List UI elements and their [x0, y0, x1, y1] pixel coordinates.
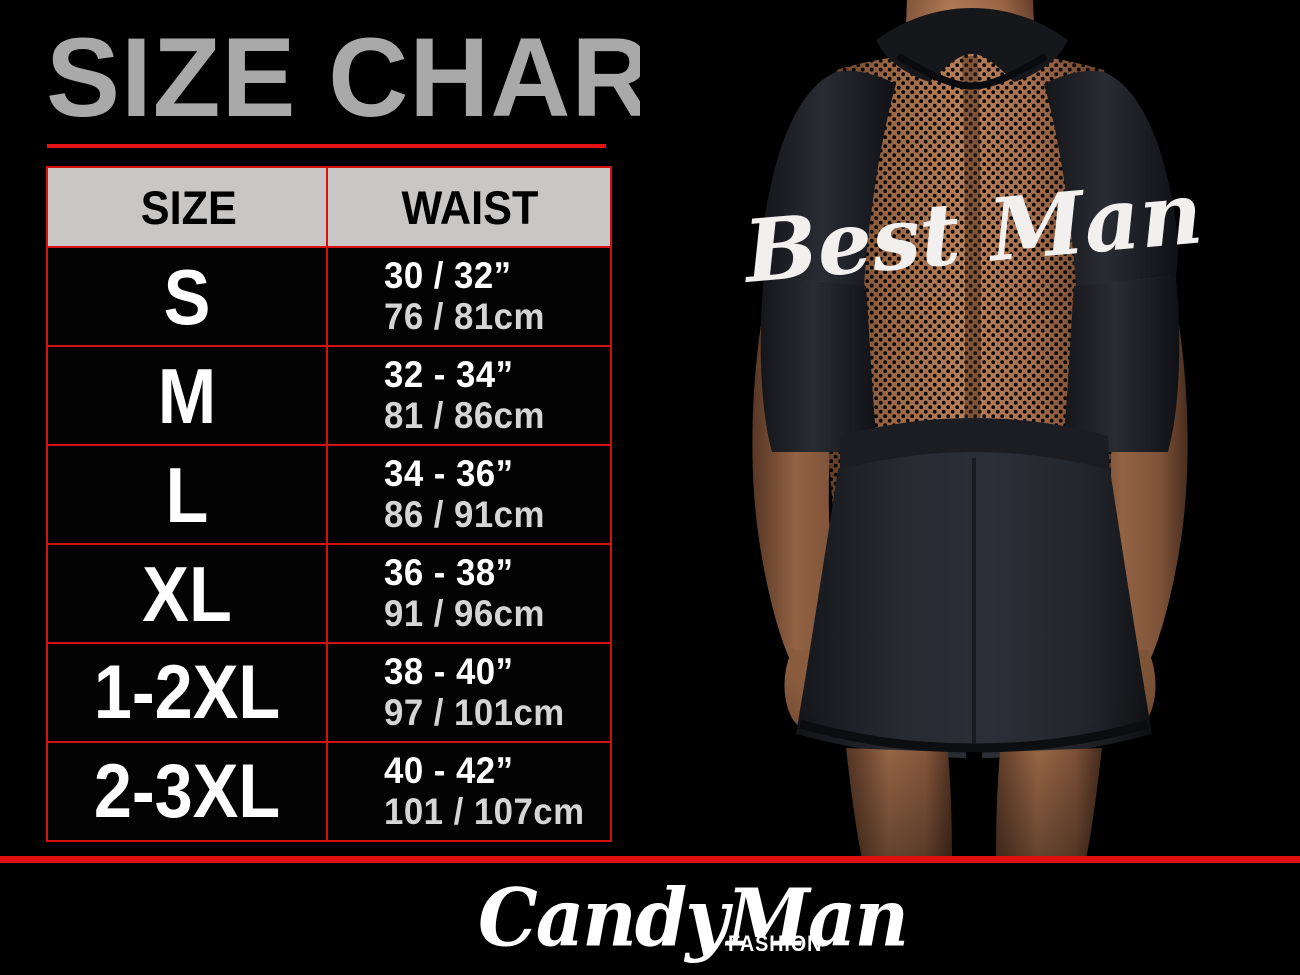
cell-size: XL	[46, 543, 328, 644]
waist-cm-value: 86 / 91cm	[384, 494, 545, 535]
size-value: 1-2XL	[93, 649, 281, 735]
cell-waist: 32 - 34” 81 / 86cm	[326, 345, 612, 446]
waist-cm-value: 101 / 107cm	[384, 791, 585, 832]
size-table-body: S 30 / 32” 76 / 81cm M 32 - 34” 81 / 86c…	[46, 246, 612, 842]
waist-inches-value: 32 - 34”	[384, 354, 514, 395]
size-value: XL	[142, 549, 232, 638]
table-header-row: SIZE WAIST	[46, 166, 612, 248]
waist-cm-value: 97 / 101cm	[384, 692, 565, 733]
table-row: 2-3XL 40 - 42” 101 / 107cm	[46, 741, 612, 842]
cell-waist: 38 - 40” 97 / 101cm	[326, 642, 612, 743]
table-row: S 30 / 32” 76 / 81cm	[46, 246, 612, 347]
waist-inches-value: 36 - 38”	[384, 552, 514, 593]
column-header-size-label: SIZE	[140, 180, 237, 234]
waist-inches-value: 30 / 32”	[384, 255, 512, 296]
waist-cm-value: 91 / 96cm	[384, 593, 545, 634]
waist-cm-value: 81 / 86cm	[384, 395, 545, 436]
waist-inches-value: 40 - 42”	[384, 750, 514, 791]
cell-size: 1-2XL	[46, 642, 328, 743]
column-header-waist-label: WAIST	[401, 180, 539, 234]
size-value: M	[157, 351, 217, 440]
waist-cm-value: 76 / 81cm	[384, 296, 545, 337]
size-value: L	[165, 450, 209, 539]
table-row: 1-2XL 38 - 40” 97 / 101cm	[46, 642, 612, 743]
brand-tagline: FASHION	[728, 931, 823, 956]
brand-name: CandyMan	[478, 871, 909, 965]
cell-size: L	[46, 444, 328, 545]
cell-waist: 36 - 38” 91 / 96cm	[326, 543, 612, 644]
waist-inches-value: 38 - 40”	[384, 651, 514, 692]
table-row: L 34 - 36” 86 / 91cm	[46, 444, 612, 545]
column-header-waist: WAIST	[326, 166, 612, 248]
product-photo-illustration: Best Man	[640, 0, 1300, 858]
title-divider	[47, 144, 606, 148]
cell-waist: 40 - 42” 101 / 107cm	[326, 741, 612, 842]
cell-size: 2-3XL	[46, 741, 328, 842]
footer: CandyMan FASHION	[0, 863, 1300, 975]
size-value: 2-3XL	[93, 748, 281, 834]
cell-waist: 34 - 36” 86 / 91cm	[326, 444, 612, 545]
size-table: SIZE WAIST S 30 / 32” 76 / 81cm	[46, 166, 612, 842]
cell-size: S	[46, 246, 328, 347]
table-row: XL 36 - 38” 91 / 96cm	[46, 543, 612, 644]
table-row: M 32 - 34” 81 / 86cm	[46, 345, 612, 446]
cell-waist: 30 / 32” 76 / 81cm	[326, 246, 612, 347]
size-table-head: SIZE WAIST	[46, 166, 612, 248]
footer-divider	[0, 856, 1300, 863]
brand-logo: CandyMan FASHION	[0, 863, 1300, 975]
product-photo: Best Man	[640, 0, 1300, 858]
size-chart-panel: SIZE CHART SIZE WAIST S	[0, 0, 720, 855]
waist-inches-value: 34 - 36”	[384, 453, 514, 494]
cell-size: M	[46, 345, 328, 446]
size-value: S	[163, 252, 211, 341]
column-header-size: SIZE	[46, 166, 328, 248]
page-title: SIZE CHART	[46, 15, 722, 140]
